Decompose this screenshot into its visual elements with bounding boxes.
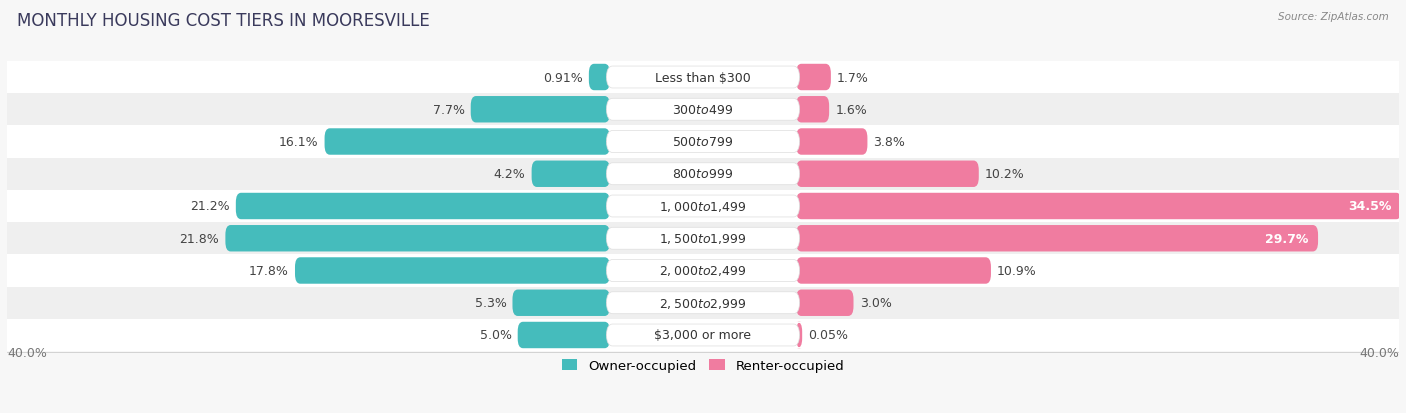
Bar (7, 94, 1399, 126)
Text: 10.2%: 10.2% (984, 168, 1025, 181)
FancyBboxPatch shape (796, 129, 868, 155)
Text: $3,000 or more: $3,000 or more (655, 329, 751, 342)
FancyBboxPatch shape (796, 193, 1402, 220)
Text: $800 to $999: $800 to $999 (672, 168, 734, 181)
FancyBboxPatch shape (606, 131, 800, 153)
FancyBboxPatch shape (796, 64, 831, 91)
FancyBboxPatch shape (517, 322, 610, 349)
Text: 40.0%: 40.0% (1360, 347, 1399, 359)
FancyBboxPatch shape (589, 64, 610, 91)
Text: 10.9%: 10.9% (997, 264, 1036, 277)
Text: $500 to $799: $500 to $799 (672, 136, 734, 149)
Text: 34.5%: 34.5% (1348, 200, 1392, 213)
Text: 29.7%: 29.7% (1265, 232, 1309, 245)
Bar (7, 255, 1399, 287)
Text: 0.05%: 0.05% (808, 329, 848, 342)
Bar (7, 126, 1399, 158)
FancyBboxPatch shape (512, 290, 610, 316)
FancyBboxPatch shape (606, 196, 800, 217)
FancyBboxPatch shape (606, 228, 800, 249)
Legend: Owner-occupied, Renter-occupied: Owner-occupied, Renter-occupied (557, 354, 849, 377)
Bar (7, 158, 1399, 190)
Text: 16.1%: 16.1% (278, 136, 319, 149)
Text: $1,000 to $1,499: $1,000 to $1,499 (659, 199, 747, 214)
FancyBboxPatch shape (796, 290, 853, 316)
Bar (7, 287, 1399, 319)
Text: $2,000 to $2,499: $2,000 to $2,499 (659, 264, 747, 278)
Text: 17.8%: 17.8% (249, 264, 288, 277)
FancyBboxPatch shape (325, 129, 610, 155)
Text: Less than $300: Less than $300 (655, 71, 751, 84)
FancyBboxPatch shape (606, 164, 800, 185)
FancyBboxPatch shape (531, 161, 610, 188)
Text: 3.0%: 3.0% (859, 297, 891, 309)
FancyBboxPatch shape (295, 258, 610, 284)
FancyBboxPatch shape (606, 292, 800, 314)
FancyBboxPatch shape (796, 161, 979, 188)
Text: $300 to $499: $300 to $499 (672, 104, 734, 116)
Text: 21.2%: 21.2% (190, 200, 229, 213)
Text: 40.0%: 40.0% (7, 347, 46, 359)
FancyBboxPatch shape (236, 193, 610, 220)
FancyBboxPatch shape (606, 324, 800, 346)
Bar (7, 319, 1399, 351)
Text: 3.8%: 3.8% (873, 136, 905, 149)
Text: $2,500 to $2,999: $2,500 to $2,999 (659, 296, 747, 310)
FancyBboxPatch shape (225, 225, 610, 252)
FancyBboxPatch shape (796, 258, 991, 284)
FancyBboxPatch shape (606, 260, 800, 282)
Text: 1.7%: 1.7% (837, 71, 869, 84)
Text: Source: ZipAtlas.com: Source: ZipAtlas.com (1278, 12, 1389, 22)
Text: MONTHLY HOUSING COST TIERS IN MOORESVILLE: MONTHLY HOUSING COST TIERS IN MOORESVILL… (17, 12, 430, 30)
FancyBboxPatch shape (606, 67, 800, 89)
Bar (7, 62, 1399, 94)
Text: 5.0%: 5.0% (479, 329, 512, 342)
Text: 4.2%: 4.2% (494, 168, 526, 181)
Text: 0.91%: 0.91% (543, 71, 582, 84)
Text: 7.7%: 7.7% (433, 104, 464, 116)
Bar (7, 190, 1399, 223)
FancyBboxPatch shape (471, 97, 610, 123)
FancyBboxPatch shape (796, 225, 1317, 252)
Text: $1,500 to $1,999: $1,500 to $1,999 (659, 232, 747, 246)
FancyBboxPatch shape (796, 322, 803, 349)
Text: 21.8%: 21.8% (180, 232, 219, 245)
FancyBboxPatch shape (606, 99, 800, 121)
Text: 1.6%: 1.6% (835, 104, 868, 116)
Text: 5.3%: 5.3% (474, 297, 506, 309)
Bar (7, 223, 1399, 255)
FancyBboxPatch shape (796, 97, 830, 123)
